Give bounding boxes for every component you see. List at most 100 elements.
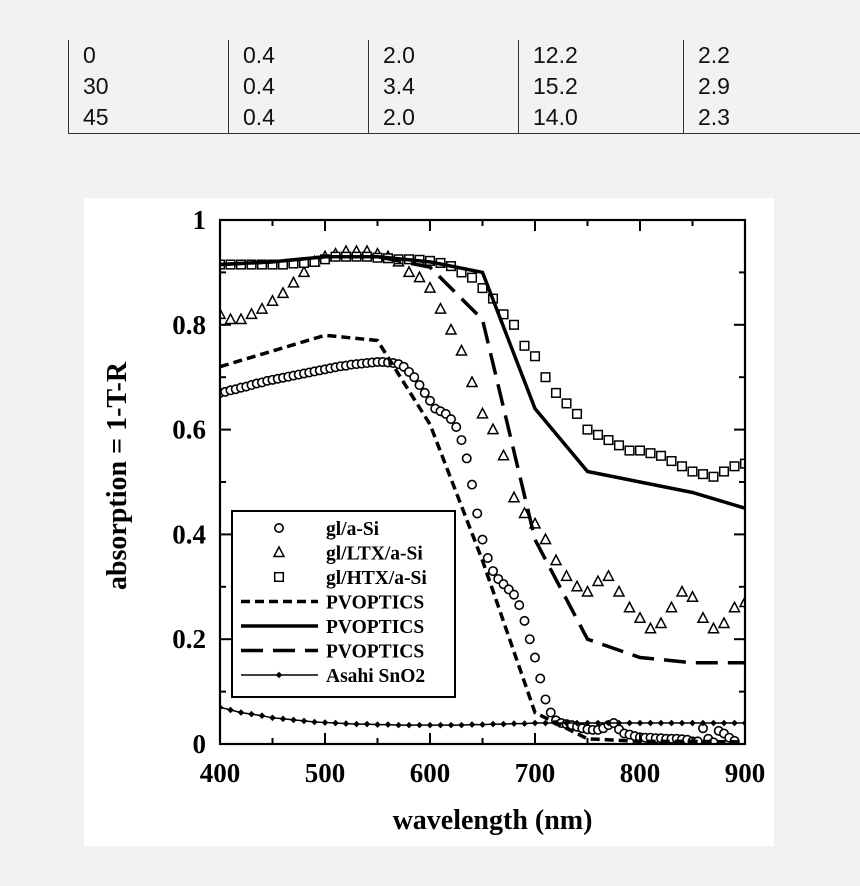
series-1 (220, 244, 745, 634)
data-point (300, 717, 308, 725)
x-axis-label: wavelength (nm) (393, 805, 593, 836)
data-point (708, 471, 719, 482)
data-point (581, 584, 594, 597)
legend-entry: gl/a-Si (274, 519, 380, 540)
data-point (402, 265, 416, 278)
x-tick-label: 400 (200, 758, 241, 788)
legend-entry: PVOPTICS (241, 593, 424, 614)
data-point (465, 375, 479, 388)
data-point (256, 259, 268, 270)
data-point (529, 351, 541, 362)
data-point (482, 552, 493, 563)
data-point (647, 719, 654, 727)
table-cell: 45 (68, 102, 229, 134)
data-point (689, 719, 696, 727)
series-6 (220, 704, 745, 729)
data-point (479, 721, 486, 728)
data-point (456, 435, 467, 446)
data-point (384, 721, 392, 728)
chart-panel: 400 500 600 700 800 900 0 0.2 0.4 0.6 0.8 1 waveleng… (84, 198, 774, 846)
data-point (409, 372, 420, 383)
data-point (447, 721, 455, 729)
legend-label: Asahi SnO2 (326, 666, 425, 687)
absorption-chart: 400 500 600 700 800 900 0 0.2 0.4 0.6 0.8 1 waveleng… (102, 205, 766, 836)
data-point (466, 272, 478, 283)
data-point (227, 706, 234, 714)
data-point (321, 719, 329, 726)
data-point (717, 616, 731, 629)
data-point (472, 508, 483, 519)
data-point (266, 294, 279, 306)
data-point (539, 532, 552, 545)
data-point (269, 714, 276, 722)
legend-marker (273, 571, 285, 583)
data-point (687, 466, 698, 477)
legend-marker (274, 522, 285, 533)
legend-label: PVOPTICS (326, 617, 424, 638)
data-point (458, 721, 465, 729)
data-point (419, 387, 430, 398)
x-tick-label: 900 (725, 758, 766, 788)
data-point (426, 721, 434, 729)
y-axis-label: absorption = 1-T-R (102, 361, 133, 590)
data-point (413, 270, 426, 283)
data-point (508, 319, 520, 330)
data-point (529, 652, 540, 663)
legend-label: PVOPTICS (326, 593, 424, 614)
table-cell: 0 (68, 40, 229, 71)
data-point (550, 387, 562, 398)
y-tick-label: 0.2 (172, 624, 206, 654)
data-point (545, 707, 556, 718)
legend-label: gl/HTX/a-Si (326, 568, 427, 589)
data-point (615, 719, 623, 727)
table-row: 45 0.4 2.0 14.0 2.3 (68, 102, 860, 134)
data-point (524, 634, 535, 645)
y-tick-label: 0.4 (172, 519, 206, 549)
data-point (487, 566, 498, 577)
data-point (592, 429, 604, 440)
data-point (466, 479, 477, 490)
legend-entry: PVOPTICS (241, 642, 424, 663)
table-cell: 2.2 (683, 40, 860, 71)
data-point (434, 301, 447, 314)
data-point (731, 719, 738, 727)
series-3 (220, 333, 745, 744)
table-row: 30 0.4 3.4 15.2 2.9 (68, 71, 860, 102)
data-point (707, 621, 720, 634)
data-point (654, 616, 668, 629)
legend-entry: gl/LTX/a-Si (272, 544, 423, 565)
table-cell: 2.9 (683, 71, 860, 102)
data-point (739, 458, 745, 469)
data-point (245, 307, 258, 320)
data-point (676, 461, 688, 472)
data-point (699, 719, 707, 727)
data-point (612, 584, 626, 597)
data-point (477, 283, 488, 294)
data-point (594, 719, 602, 727)
legend-box (231, 510, 456, 698)
x-tick-label: 800 (620, 758, 661, 788)
table-cell: 0.4 (228, 40, 369, 71)
series-4 (220, 254, 745, 510)
data-point (416, 721, 423, 729)
table-cell: 14.0 (518, 102, 684, 134)
data-point (636, 719, 644, 727)
data-point (423, 281, 437, 293)
data-point (634, 445, 646, 456)
y-tick-label: 0.6 (172, 415, 206, 445)
data-point (224, 312, 237, 325)
data-point (591, 574, 605, 587)
data-point (666, 455, 677, 467)
data-point (507, 490, 521, 503)
data-point (500, 720, 507, 728)
data-point (395, 721, 402, 729)
data-point (489, 720, 497, 728)
data-point (624, 445, 635, 456)
data-point (603, 435, 614, 446)
legend-marker (272, 545, 286, 558)
data-point (508, 589, 519, 600)
data-point (258, 712, 266, 720)
data-point (602, 569, 615, 582)
data-point (405, 721, 413, 729)
series-line (220, 254, 745, 510)
